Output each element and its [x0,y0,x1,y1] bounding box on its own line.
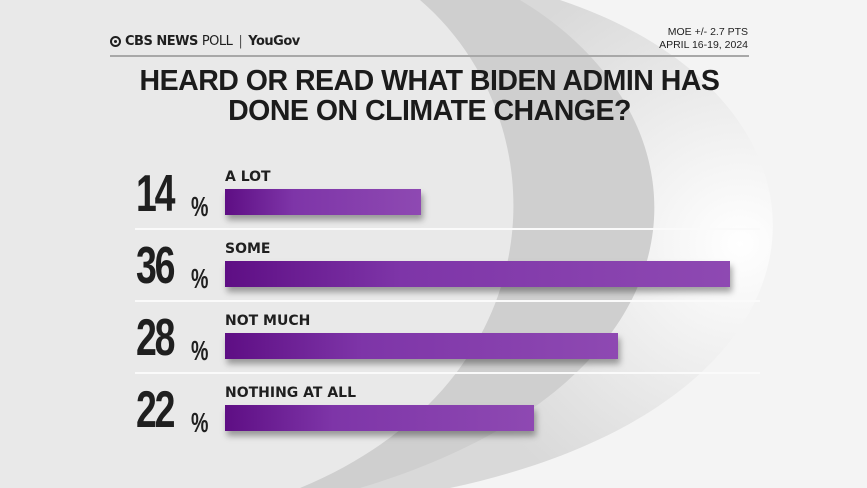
cbs-eye-icon [110,36,121,47]
bar-row: 28 % NOT MUCH [0,299,867,374]
row-divider [135,300,760,302]
value-label: 28 [136,309,175,367]
brand-name: CBS NEWS [125,34,198,49]
poll-label: POLL [201,34,233,49]
category-label: SOME [225,241,271,257]
category-label: NOTHING AT ALL [225,385,357,401]
row-divider [135,372,760,374]
percent-sign: % [191,335,209,366]
percent-sign: % [191,263,209,294]
margin-of-error: MOE +/- 2.7 PTS [667,26,748,38]
value-label: 14 [136,165,175,223]
poll-meta: MOE +/- 2.7 PTS APRIL 16-19, 2024 [659,26,748,52]
percent-sign: % [191,191,209,222]
bar [225,189,422,215]
partner-name: YouGov [248,34,300,49]
logo-separator: | [238,34,243,49]
value-label: 22 [136,381,175,439]
value-label: 36 [136,237,175,295]
bar [225,333,618,359]
bar [225,405,534,431]
chart-title: HEARD OR READ WHAT BIDEN ADMIN HAS DONE … [139,65,720,127]
percent-sign: % [191,407,209,438]
row-divider [135,228,760,230]
poll-dates: APRIL 16-19, 2024 [659,39,748,51]
category-label: NOT MUCH [225,313,311,329]
cbs-yougov-logo: CBS NEWS POLL | YouGov [110,34,300,49]
header-rule [110,55,749,57]
bar [225,261,730,287]
bar-row: 14 % A LOT [0,155,867,230]
bar-row: 36 % SOME [0,227,867,302]
bar-row: 22 % NOTHING AT ALL [0,371,867,443]
category-label: A LOT [225,169,271,185]
